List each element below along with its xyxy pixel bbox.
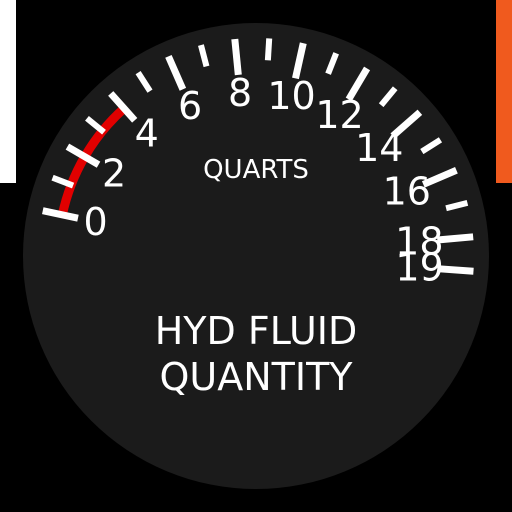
gauge-title-line2: QUANTITY [160,355,354,399]
tick-mark-15 [420,137,443,155]
scale-label-4: 4 [135,112,159,156]
scale-label-14: 14 [355,126,403,170]
tick-mark-6 [165,54,187,91]
tick-mark-18 [436,233,474,244]
tick-mark-14 [390,109,423,139]
tick-mark-4 [108,91,138,123]
scale-label-18: 18 [395,220,443,264]
scale-label-8: 8 [228,71,252,115]
tick-mark-7 [198,44,210,68]
tick-mark-9 [264,38,273,61]
tick-mark-8 [231,38,242,76]
tick-mark-19 [437,265,474,275]
tick-mark-11 [325,52,339,75]
tick-mark-17 [445,199,469,212]
scale-label-0: 0 [83,200,107,244]
tick-mark-16 [421,167,458,188]
tick-mark-0 [42,207,79,222]
frame-edge-right [496,0,512,183]
tick-mark-2 [65,143,101,168]
scale-label-16: 16 [383,170,431,214]
tick-mark-5 [135,71,153,93]
units-label: QUARTS [203,155,309,185]
scale-label-2: 2 [102,152,126,196]
tick-mark-13 [378,86,398,108]
tick-mark-3 [85,116,106,135]
scale-label-6: 6 [178,84,202,128]
scale-label-12: 12 [315,93,363,137]
tick-mark-12 [345,66,371,102]
gauge-title-line1: HYD FLUID [155,309,358,353]
tick-mark-10 [292,42,307,80]
frame-edge-left [0,0,16,183]
scale-label-10: 10 [267,74,315,118]
tick-mark-1 [51,174,75,189]
scale-label-19: 19 [395,245,443,289]
gauge-face [23,23,489,489]
tick-marks [42,38,474,275]
